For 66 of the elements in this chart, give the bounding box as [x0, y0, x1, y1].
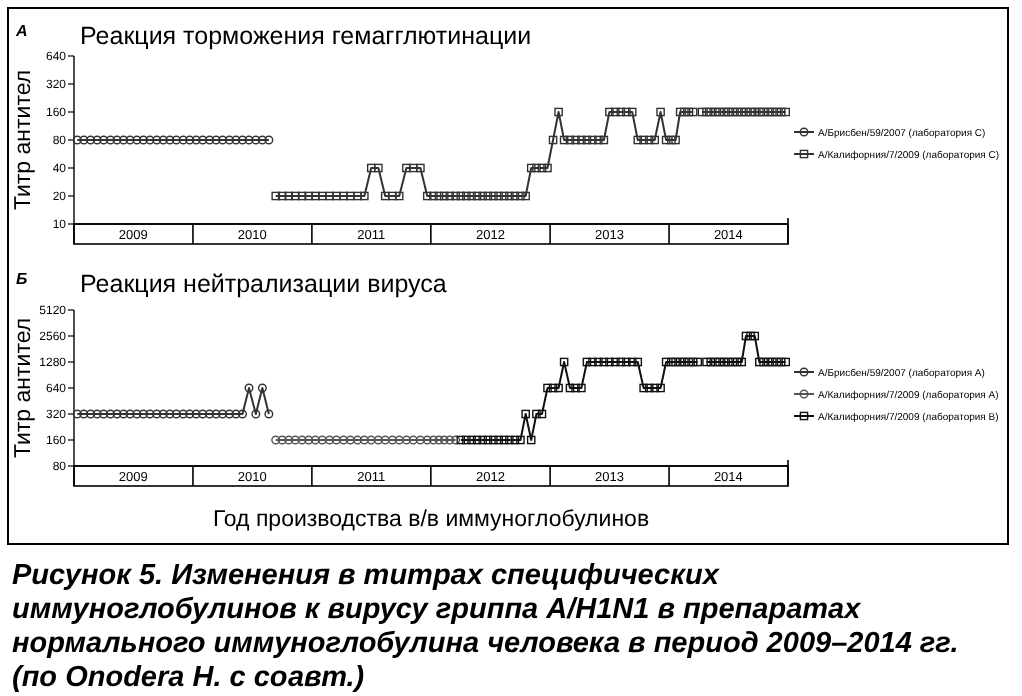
point [359, 435, 369, 445]
point [218, 409, 228, 419]
point [237, 409, 247, 419]
point [451, 435, 461, 445]
point [345, 435, 355, 445]
point [171, 409, 181, 419]
point [408, 435, 418, 445]
point [158, 409, 168, 419]
point [79, 409, 89, 419]
point [304, 435, 314, 445]
point [324, 435, 334, 445]
point [353, 435, 363, 445]
point [86, 409, 96, 419]
point [191, 409, 201, 419]
point [331, 435, 341, 445]
point [112, 409, 122, 419]
point [211, 409, 221, 419]
point [445, 435, 455, 445]
point [224, 409, 234, 419]
y-axis-title: Титр антител [12, 69, 36, 211]
text: А [14, 22, 28, 40]
point [401, 435, 411, 445]
point [439, 435, 449, 445]
point [119, 409, 129, 419]
point [231, 409, 241, 419]
y-axis-title: Титр антител [12, 317, 36, 459]
point [422, 435, 432, 445]
point [380, 435, 390, 445]
point [387, 435, 397, 445]
point [106, 409, 115, 419]
point [244, 383, 254, 393]
point [271, 435, 281, 445]
point [198, 409, 208, 419]
point [165, 409, 175, 419]
point [99, 409, 109, 419]
point [434, 435, 444, 445]
point [373, 435, 383, 445]
point [251, 409, 261, 419]
point [92, 409, 102, 419]
point [284, 435, 294, 445]
point [339, 435, 348, 445]
point [185, 409, 195, 419]
chart-title: Реакция нейтрализации вируса [80, 270, 447, 298]
point [366, 435, 376, 445]
point [428, 435, 438, 445]
chart-title: Реакция торможения гемагглютинации [80, 22, 532, 50]
point [310, 435, 320, 445]
point [415, 435, 425, 445]
point [264, 409, 274, 419]
point [152, 409, 162, 419]
point [290, 435, 300, 445]
point [138, 409, 148, 419]
point [394, 435, 404, 445]
point [72, 409, 82, 419]
point [317, 435, 327, 445]
point [205, 409, 215, 419]
point [132, 409, 142, 419]
point [277, 435, 287, 445]
point [145, 409, 155, 419]
point [125, 409, 135, 419]
point [297, 435, 307, 445]
point [257, 383, 267, 393]
text: Рисунок 5. Изменения в титрах специфических иммуноглобулинов к вирусу гриппа A/H1N1 в препаратах нормального иммуноглобулина человека в период 2009–2014 гг. (по Onodera H. с соавт.) [12, 560, 959, 694]
text: Б [16, 270, 28, 288]
x-axis-title: Год производства в/в иммуноглобулинов [212, 508, 650, 532]
point [178, 409, 188, 419]
